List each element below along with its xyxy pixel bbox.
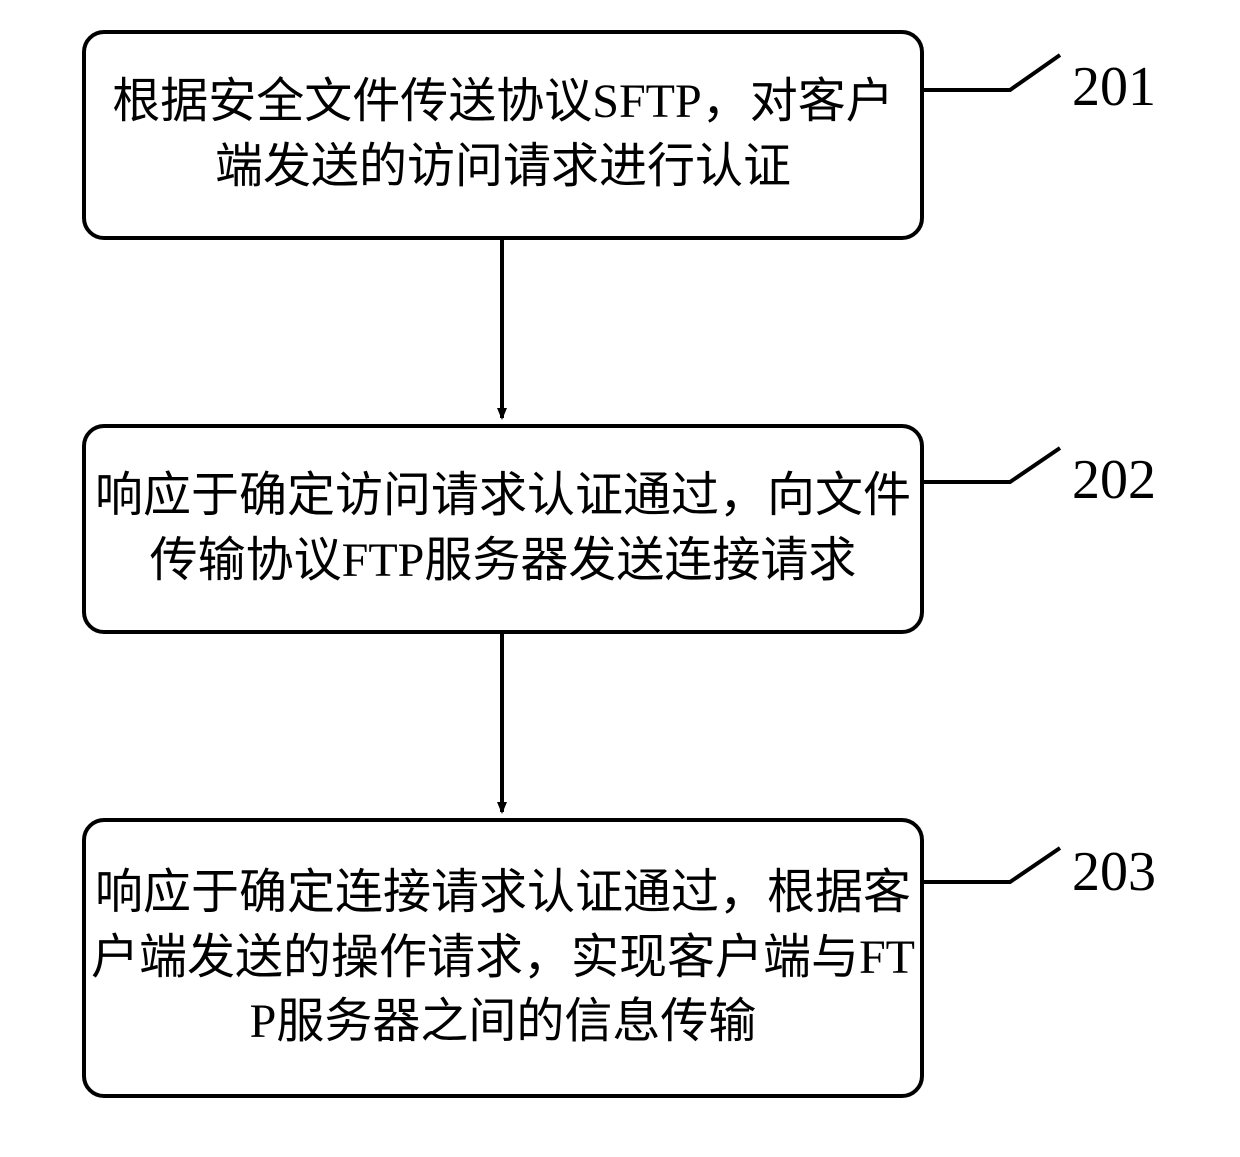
flowchart-node-text: 响应于确定访问请求认证通过，向文件 传输协议FTP服务器发送连接请求 (95, 464, 911, 594)
step-label-202: 202 (1072, 448, 1156, 512)
flowchart-node-202: 响应于确定访问请求认证通过，向文件 传输协议FTP服务器发送连接请求 (82, 424, 924, 634)
flowchart-node-203: 响应于确定连接请求认证通过，根据客 户端发送的操作请求，实现客户端与FT P服务… (82, 818, 924, 1098)
flowchart-node-201: 根据安全文件传送协议SFTP，对客户 端发送的访问请求进行认证 (82, 30, 924, 240)
flowchart-node-text: 响应于确定连接请求认证通过，根据客 户端发送的操作请求，实现客户端与FT P服务… (91, 861, 915, 1055)
step-label-203: 203 (1072, 840, 1156, 904)
flowchart-canvas: 根据安全文件传送协议SFTP，对客户 端发送的访问请求进行认证 201 响应于确… (0, 0, 1240, 1157)
flowchart-node-text: 根据安全文件传送协议SFTP，对客户 端发送的访问请求进行认证 (112, 70, 893, 200)
step-label-201: 201 (1072, 55, 1156, 119)
